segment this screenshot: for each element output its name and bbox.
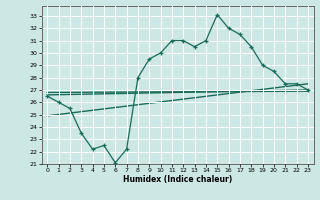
X-axis label: Humidex (Indice chaleur): Humidex (Indice chaleur) [123,175,232,184]
